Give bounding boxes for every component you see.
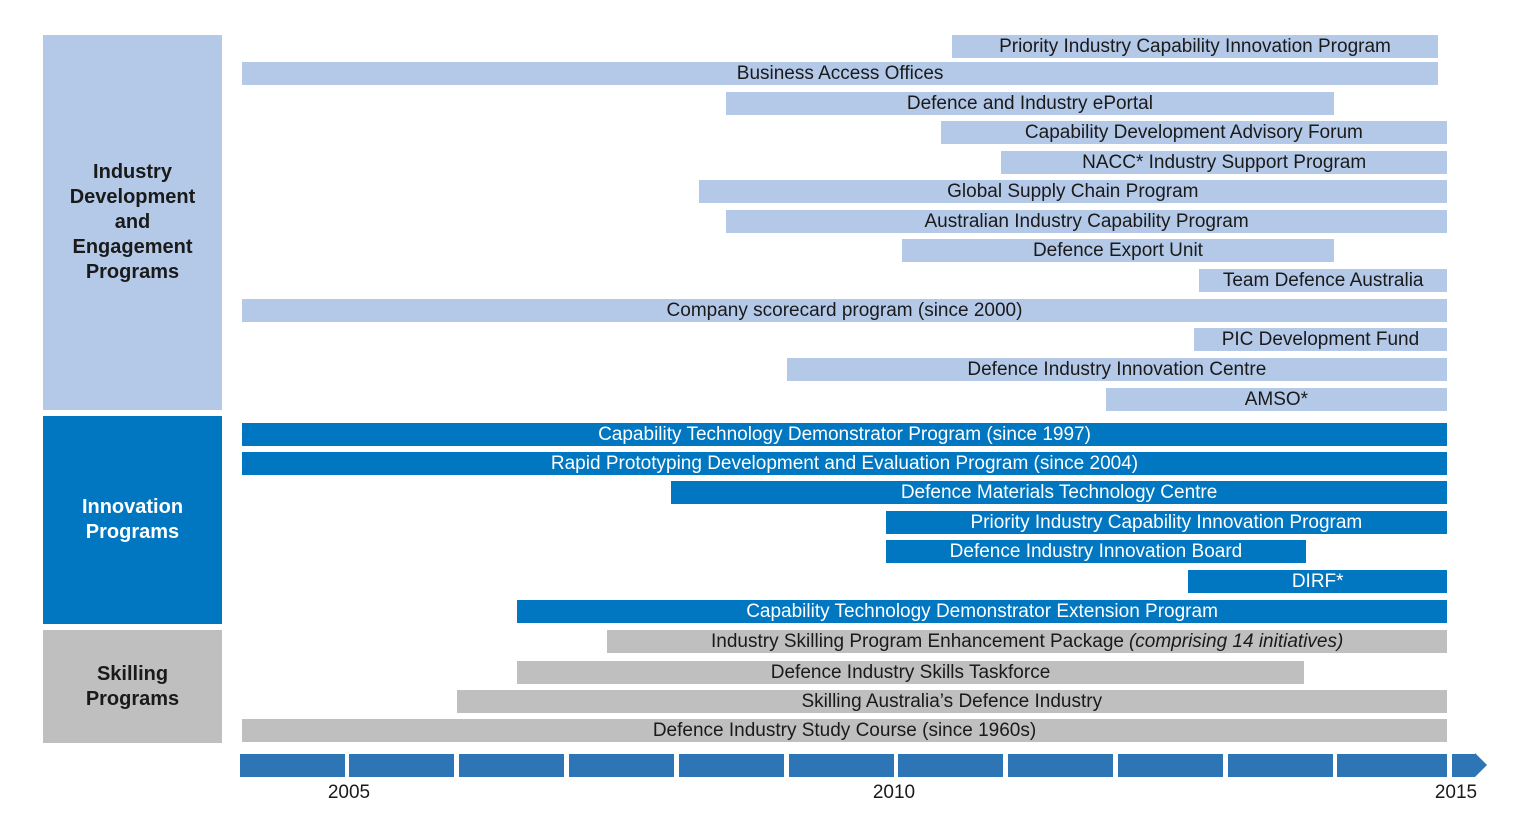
group-industry-line: Programs xyxy=(85,261,180,283)
x-tick-label: 2010 xyxy=(872,782,916,803)
bar-label: Defence Industry Innovation Board xyxy=(949,540,1243,562)
timeline-segment xyxy=(1228,754,1333,777)
bar-industry-9: Company scorecard program (since 2000) xyxy=(242,299,1447,322)
bar-skilling-22: Skilling Australia’s Defence Industry xyxy=(456,690,1447,713)
group-label-industry: Industry Development and Engagement Prog… xyxy=(43,35,222,410)
bar-innovation-18: DIRF* xyxy=(1188,570,1447,593)
x-tick-label: 2015 xyxy=(1434,782,1478,803)
group-label-innovation: Innovation Programs xyxy=(43,416,222,624)
timeline-segment xyxy=(789,754,894,777)
bar-industry-0: Priority Industry Capability Innovation … xyxy=(951,35,1439,58)
bar-label: AMSO* xyxy=(1244,388,1309,410)
bar-label: Skilling Australia’s Defence Industry xyxy=(801,690,1103,712)
bar-label: Industry Skilling Program Enhancement Pa… xyxy=(711,630,1124,652)
timeline-segment xyxy=(898,754,1003,777)
bar-industry-5: Global Supply Chain Program xyxy=(698,180,1447,203)
x-tick-label: 2005 xyxy=(327,782,371,803)
group-industry-line: Engagement xyxy=(72,236,193,258)
bar-industry-2: Defence and Industry ePortal xyxy=(726,92,1334,115)
bar-industry-4: NACC* Industry Support Program xyxy=(1001,151,1447,174)
bar-innovation-19: Capability Technology Demonstrator Exten… xyxy=(517,600,1447,623)
bar-note: (comprising 14 initiatives) xyxy=(1128,630,1344,652)
bar-label: Priority Industry Capability Innovation … xyxy=(999,35,1391,57)
timeline-segment xyxy=(1118,754,1223,777)
bar-label: Capability Development Advisory Forum xyxy=(1024,121,1363,143)
bar-innovation-16: Priority Industry Capability Innovation … xyxy=(885,511,1447,534)
bar-label: Defence and Industry ePortal xyxy=(906,92,1153,114)
bar-label: Team Defence Australia xyxy=(1222,269,1424,291)
timeline-segment xyxy=(459,754,564,777)
group-industry-line: and xyxy=(114,211,151,233)
group-innovation-line: Innovation xyxy=(81,496,184,518)
bar-industry-3: Capability Development Advisory Forum xyxy=(940,121,1447,144)
bar-label: PIC Development Fund xyxy=(1221,328,1420,350)
bar-label: Priority Industry Capability Innovation … xyxy=(970,511,1363,533)
bar-industry-8: Team Defence Australia xyxy=(1199,269,1447,292)
bar-label: Company scorecard program (since 2000) xyxy=(666,299,1023,321)
timeline-segment xyxy=(240,754,345,777)
bar-label: Australian Industry Capability Program xyxy=(924,210,1249,232)
group-skilling-line: Skilling xyxy=(96,662,169,685)
bar-industry-10: PIC Development Fund xyxy=(1193,328,1447,351)
bar-label: Rapid Prototyping Development and Evalua… xyxy=(550,452,1139,474)
bar-label: DIRF* xyxy=(1291,570,1344,592)
group-innovation-line: Programs xyxy=(85,521,180,543)
bar-innovation-13: Capability Technology Demonstrator Progr… xyxy=(242,423,1447,446)
timeline-segment xyxy=(349,754,454,777)
bar-label: Defence Industry Study Course (since 196… xyxy=(652,719,1037,741)
bar-skilling-21: Defence Industry Skills Taskforce xyxy=(517,661,1304,684)
timeline-segment xyxy=(679,754,784,777)
timeline-segment xyxy=(569,754,674,777)
bar-innovation-14: Rapid Prototyping Development and Evalua… xyxy=(242,452,1447,475)
group-industry-line: Development xyxy=(69,186,196,208)
bar-label: Defence Industry Skills Taskforce xyxy=(770,661,1051,683)
bar-industry-1: Business Access Offices xyxy=(242,62,1439,85)
bar-label: Defence Export Unit xyxy=(1032,239,1203,261)
bar-industry-7: Defence Export Unit xyxy=(902,239,1334,262)
bar-skilling-20: Industry Skilling Program Enhancement Pa… xyxy=(607,630,1447,653)
timeline-segment xyxy=(1337,754,1447,777)
group-industry-line: Industry xyxy=(93,161,172,183)
bar-label: Global Supply Chain Program xyxy=(947,180,1199,202)
bar-industry-12: AMSO* xyxy=(1105,388,1447,411)
bar-label: NACC* Industry Support Program xyxy=(1082,151,1367,173)
group-skilling-line: Programs xyxy=(85,687,180,710)
bar-innovation-17: Defence Industry Innovation Board xyxy=(885,540,1307,563)
bar-industry-6: Australian Industry Capability Program xyxy=(726,210,1447,233)
timeline-segment xyxy=(1452,754,1475,777)
timeline-arrow-icon xyxy=(1475,753,1487,777)
timeline-segment xyxy=(1008,754,1113,777)
bar-label: Business Access Offices xyxy=(736,62,944,84)
bar-label: Capability Technology Demonstrator Progr… xyxy=(598,423,1091,445)
bar-innovation-15: Defence Materials Technology Centre xyxy=(671,481,1447,504)
group-label-skilling: Skilling Programs xyxy=(43,630,222,743)
bar-label: Defence Materials Technology Centre xyxy=(900,481,1218,503)
bar-label: Defence Industry Innovation Centre xyxy=(967,358,1267,380)
bar-industry-11: Defence Industry Innovation Centre xyxy=(786,358,1447,381)
bar-skilling-23: Defence Industry Study Course (since 196… xyxy=(242,719,1447,742)
bar-label: Capability Technology Demonstrator Exten… xyxy=(746,600,1218,622)
